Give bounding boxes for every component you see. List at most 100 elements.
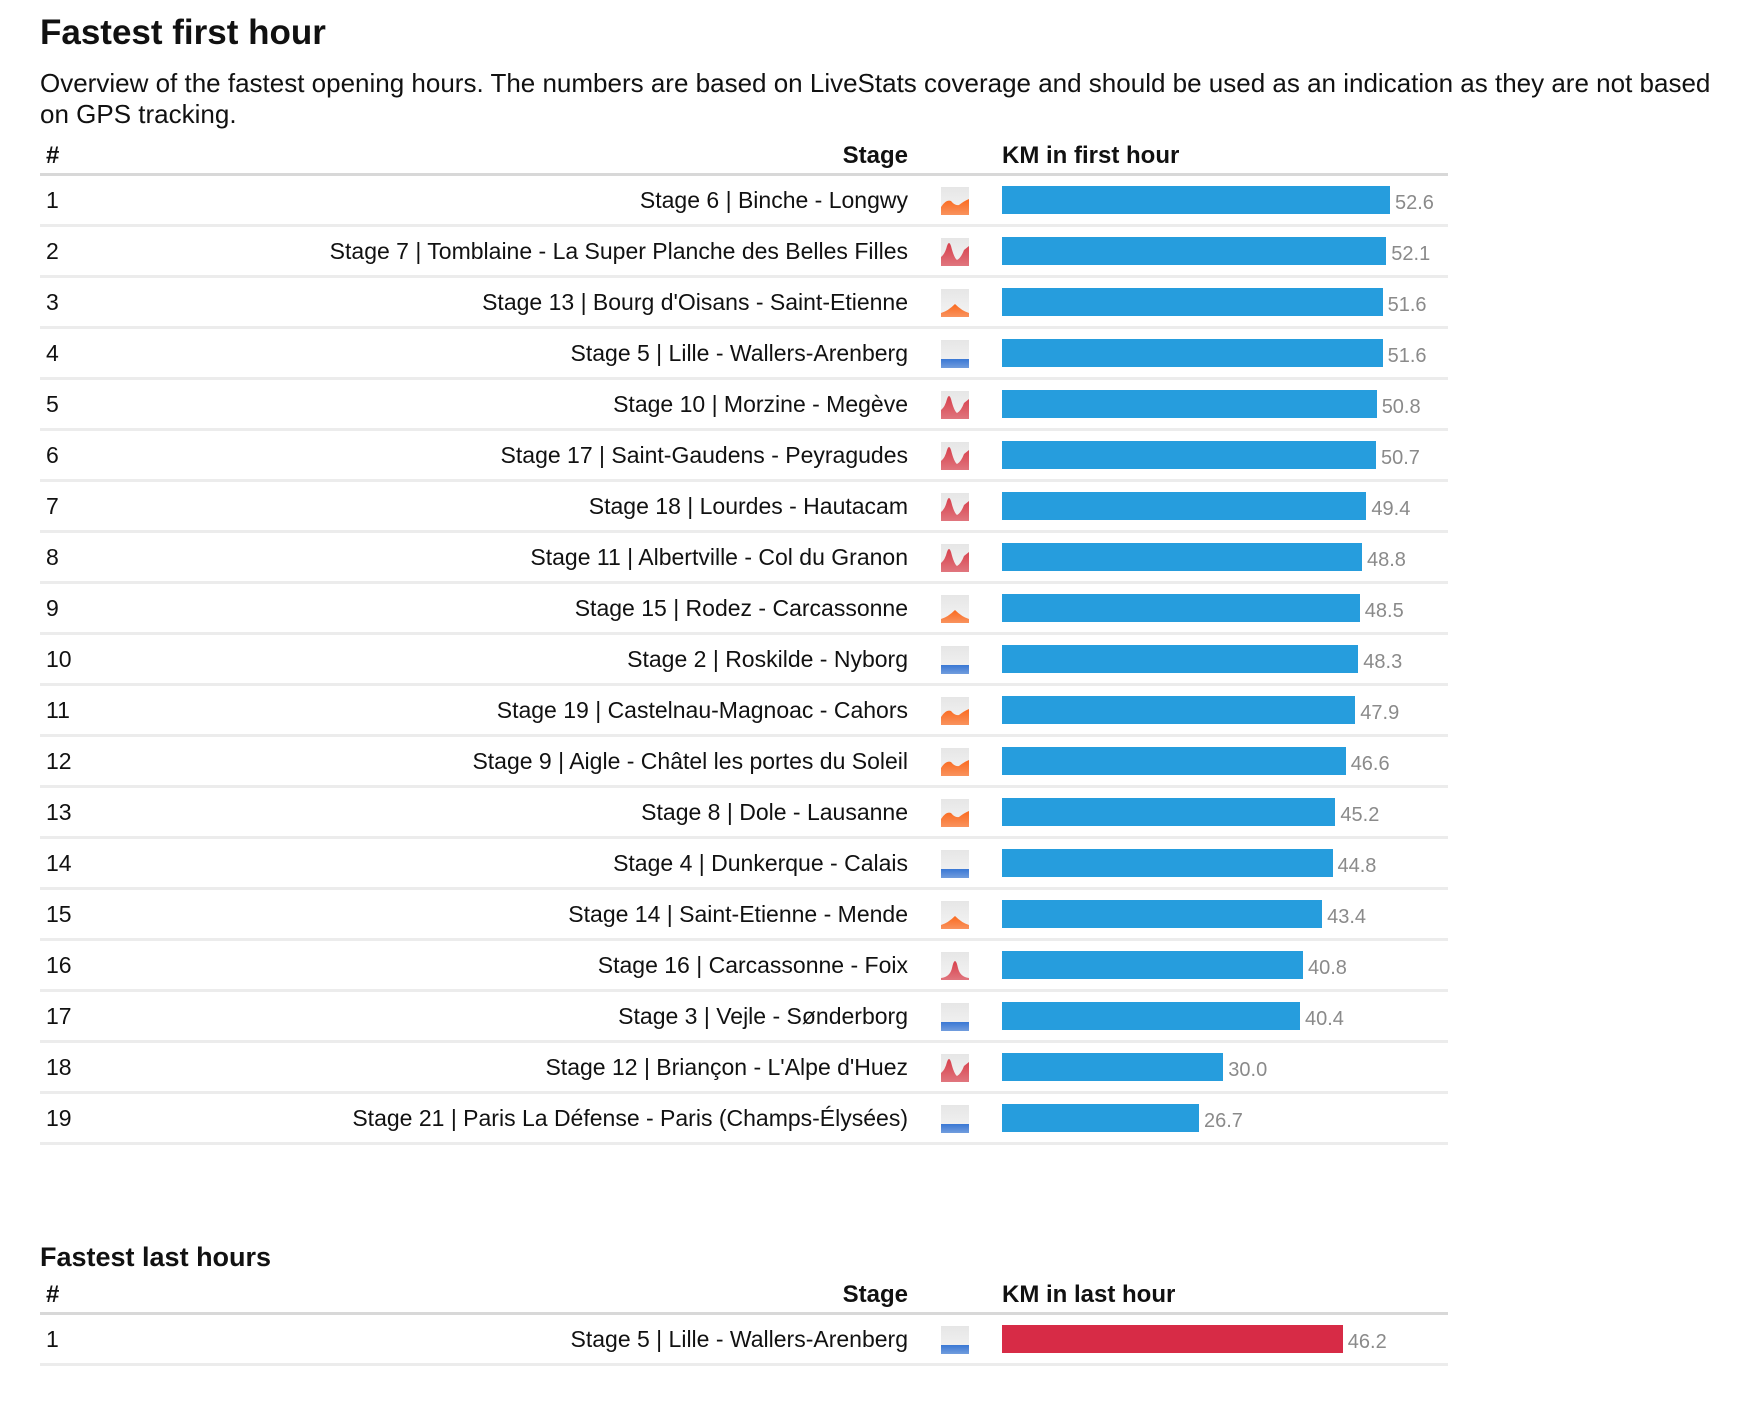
table-row[interactable]: 3 Stage 13 | Bourg d'Oisans - Saint-Etien… — [40, 276, 1448, 329]
km-cell: 43.4 — [1002, 888, 1448, 941]
flat-profile-icon — [941, 1002, 969, 1031]
page-title: Fastest first hour — [40, 13, 326, 52]
table-row[interactable]: 17 Stage 3 | Vejle - Sønderborg 40.4 — [40, 990, 1448, 1043]
rank-cell: 2 — [40, 225, 106, 278]
km-value-label: 46.6 — [1350, 753, 1390, 775]
km-value-label: 51.6 — [1387, 345, 1427, 367]
profile-cell — [908, 480, 1002, 533]
table-row[interactable]: 18 Stage 12 | Briançon - L'Alpe d'Huez 30.… — [40, 1041, 1448, 1094]
table-row[interactable]: 5 Stage 10 | Morzine - Megève 50.8 — [40, 378, 1448, 431]
km-last-hour-header[interactable]: KM in last hour — [1002, 1273, 1448, 1315]
stage-link[interactable]: Stage 15 | Rodez - Carcassonne — [106, 582, 908, 635]
stage-link[interactable]: Stage 9 | Aigle - Châtel les portes du S… — [106, 735, 908, 788]
hilly-summit-profile-icon — [941, 900, 969, 929]
stage-link[interactable]: Stage 17 | Saint-Gaudens - Peyragudes — [106, 429, 908, 482]
km-bar — [1002, 237, 1387, 265]
stage-link[interactable]: Stage 6 | Binche - Longwy — [106, 174, 908, 227]
rank-cell: 12 — [40, 735, 106, 788]
profile-cell — [908, 531, 1002, 584]
flat-profile-icon — [941, 1104, 969, 1133]
km-value-label: 50.8 — [1381, 396, 1421, 418]
table-row[interactable]: 12 Stage 9 | Aigle - Châtel les portes du… — [40, 735, 1448, 788]
stage-link[interactable]: Stage 8 | Dole - Lausanne — [106, 786, 908, 839]
km-first-hour-header[interactable]: KM in first hour — [1002, 134, 1448, 176]
km-value-label: 40.8 — [1308, 957, 1347, 979]
rank-cell: 14 — [40, 837, 106, 890]
km-cell: 40.8 — [1002, 939, 1448, 992]
stage-link[interactable]: Stage 4 | Dunkerque - Calais — [106, 837, 908, 890]
stage-link[interactable]: Stage 3 | Vejle - Sønderborg — [106, 990, 908, 1043]
stage-header[interactable]: Stage — [106, 1273, 908, 1315]
stage-link[interactable]: Stage 18 | Lourdes - Hautacam — [106, 480, 908, 533]
hilly-profile-icon — [941, 798, 969, 827]
profile-cell — [908, 786, 1002, 839]
rank-cell: 5 — [40, 378, 106, 431]
table-row[interactable]: 15 Stage 14 | Saint-Etienne - Mende 43.4 — [40, 888, 1448, 941]
km-value-label: 43.4 — [1327, 906, 1367, 928]
table-row[interactable]: 9 Stage 15 | Rodez - Carcassonne 48.5 — [40, 582, 1448, 635]
mountain-summit-profile-icon — [941, 390, 969, 419]
profile-cell — [908, 633, 1002, 686]
rank-header[interactable]: # — [40, 1273, 106, 1315]
table-row[interactable]: 14 Stage 4 | Dunkerque - Calais 44.8 — [40, 837, 1448, 890]
km-bar — [1002, 492, 1367, 520]
km-value-label: 47.9 — [1360, 702, 1400, 724]
profile-cell — [908, 378, 1002, 431]
stage-link[interactable]: Stage 16 | Carcassonne - Foix — [106, 939, 908, 992]
table-row[interactable]: 11 Stage 19 | Castelnau-Magnoac - Cahors 4… — [40, 684, 1448, 737]
km-cell: 48.8 — [1002, 531, 1448, 584]
stage-link[interactable]: Stage 11 | Albertville - Col du Granon — [106, 531, 908, 584]
stage-link[interactable]: Stage 7 | Tomblaine - La Super Planche d… — [106, 225, 908, 278]
table-row[interactable]: 16 Stage 16 | Carcassonne - Foix 40.8 — [40, 939, 1448, 992]
profile-header — [908, 134, 1002, 176]
mountain-profile-icon — [941, 951, 969, 980]
mountain-summit-profile-icon — [941, 543, 969, 572]
first-hour-rows: 1 Stage 6 | Binche - Longwy 52.6 2 Stage 7 |… — [40, 174, 1448, 1145]
km-bar — [1002, 951, 1303, 979]
km-value-label: 52.1 — [1391, 243, 1431, 265]
km-bar — [1002, 900, 1323, 928]
km-value-label: 49.4 — [1371, 498, 1411, 520]
stage-link[interactable]: Stage 2 | Roskilde - Nyborg — [106, 633, 908, 686]
profile-cell — [908, 1092, 1002, 1145]
stage-link[interactable]: Stage 19 | Castelnau-Magnoac - Cahors — [106, 684, 908, 737]
table-row[interactable]: 4 Stage 5 | Lille - Wallers-Arenberg 51.6 — [40, 327, 1448, 380]
stage-link[interactable]: Stage 14 | Saint-Etienne - Mende — [106, 888, 908, 941]
table-row[interactable]: 1 Stage 6 | Binche - Longwy 52.6 — [40, 174, 1448, 227]
km-bar — [1002, 747, 1346, 775]
flat-profile-icon — [941, 1325, 969, 1354]
hilly-profile-icon — [941, 186, 969, 215]
stage-link[interactable]: Stage 5 | Lille - Wallers-Arenberg — [106, 1313, 908, 1366]
table-row[interactable]: 7 Stage 18 | Lourdes - Hautacam 49.4 — [40, 480, 1448, 533]
table-row[interactable]: 6 Stage 17 | Saint-Gaudens - Peyragudes 50… — [40, 429, 1448, 482]
km-bar — [1002, 696, 1356, 724]
table-row[interactable]: 8 Stage 11 | Albertville - Col du Granon 4… — [40, 531, 1448, 584]
stage-link[interactable]: Stage 12 | Briançon - L'Alpe d'Huez — [106, 1041, 908, 1094]
stage-link[interactable]: Stage 21 | Paris La Défense - Paris (Cha… — [106, 1092, 908, 1145]
profile-cell — [908, 1313, 1002, 1366]
km-bar — [1002, 1325, 1343, 1353]
stage-header[interactable]: Stage — [106, 134, 908, 176]
km-cell: 30.0 — [1002, 1041, 1448, 1094]
hilly-summit-profile-icon — [941, 288, 969, 317]
rank-cell: 7 — [40, 480, 106, 533]
km-cell: 46.2 — [1002, 1313, 1448, 1366]
table-row[interactable]: 13 Stage 8 | Dole - Lausanne 45.2 — [40, 786, 1448, 839]
table-row[interactable]: 1 Stage 5 | Lille - Wallers-Arenberg 46.2 — [40, 1313, 1448, 1366]
rank-header[interactable]: # — [40, 134, 106, 176]
km-cell: 50.7 — [1002, 429, 1448, 482]
profile-cell — [908, 684, 1002, 737]
table-row[interactable]: 19 Stage 21 | Paris La Défense - Paris (C… — [40, 1092, 1448, 1145]
flat-profile-icon — [941, 645, 969, 674]
stage-link[interactable]: Stage 10 | Morzine - Megève — [106, 378, 908, 431]
stage-link[interactable]: Stage 13 | Bourg d'Oisans - Saint-Etienn… — [106, 276, 908, 329]
table-row[interactable]: 10 Stage 2 | Roskilde - Nyborg 48.3 — [40, 633, 1448, 686]
km-bar — [1002, 798, 1336, 826]
stage-link[interactable]: Stage 5 | Lille - Wallers-Arenberg — [106, 327, 908, 380]
rank-cell: 17 — [40, 990, 106, 1043]
km-bar — [1002, 645, 1359, 673]
km-cell: 48.3 — [1002, 633, 1448, 686]
km-cell: 44.8 — [1002, 837, 1448, 890]
table-row[interactable]: 2 Stage 7 | Tomblaine - La Super Planche … — [40, 225, 1448, 278]
km-cell: 52.1 — [1002, 225, 1448, 278]
